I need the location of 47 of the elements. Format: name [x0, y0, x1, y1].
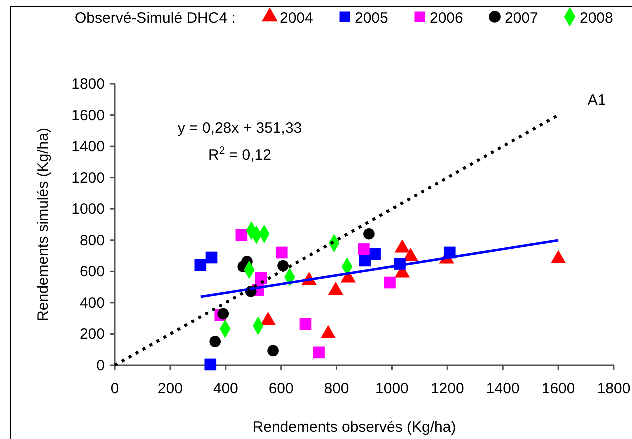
annotation: y = 0,28x + 351,33 — [178, 120, 302, 137]
x-tick-label: 1200 — [430, 380, 464, 398]
x-tick-label: 600 — [268, 380, 294, 398]
y-tick-label: 600 — [80, 264, 105, 281]
legend-label: 2006 — [430, 10, 464, 27]
point — [369, 248, 381, 260]
point — [204, 358, 217, 371]
legend-label: 2008 — [580, 10, 614, 27]
x-tick-label: 0 — [110, 380, 120, 398]
point — [255, 272, 268, 284]
x-tick-label: 200 — [158, 380, 183, 398]
y-tick-label: 200 — [80, 326, 105, 344]
legend-label: 2005 — [355, 10, 388, 27]
y-tick-label: 1600 — [72, 107, 105, 124]
annotation: A1 — [588, 92, 606, 109]
legend-title: Observé-Simulé DHC4 : — [75, 10, 236, 27]
y-tick-label: 1200 — [72, 170, 105, 187]
y-tick-label: 0 — [96, 358, 105, 374]
point — [278, 260, 289, 272]
x-tick-label: 1400 — [486, 380, 520, 398]
point — [194, 259, 207, 272]
y-tick-label: 800 — [80, 232, 105, 250]
y-tick-label: 1400 — [72, 138, 105, 156]
x-tick-label: 800 — [324, 380, 350, 398]
x-tick-label: 1800 — [597, 380, 631, 398]
y-tick-label: 1000 — [72, 201, 105, 218]
legend-label: 2007 — [505, 10, 538, 27]
y-axis-title: Rendements simulés (Kg/ha) — [35, 128, 52, 322]
y-tick-label: 400 — [80, 294, 105, 312]
legend-label: 2004 — [280, 10, 314, 27]
x-tick-label: 1000 — [376, 380, 409, 398]
y-tick-label: 1800 — [72, 76, 105, 93]
point — [384, 276, 396, 289]
annotation: R$^{2}$ = 0,12 — [208, 145, 272, 164]
point — [236, 229, 248, 241]
x-axis-title: Rendements observés (Kg/ha) — [252, 419, 456, 436]
point — [364, 228, 375, 240]
point — [276, 246, 288, 259]
x-tick-label: 400 — [213, 380, 238, 398]
point — [358, 244, 370, 256]
point — [268, 345, 279, 357]
x-tick-label: 1600 — [542, 380, 576, 398]
point — [210, 336, 221, 348]
point — [313, 346, 325, 359]
point — [218, 308, 230, 320]
point — [300, 318, 312, 330]
point — [206, 252, 218, 264]
